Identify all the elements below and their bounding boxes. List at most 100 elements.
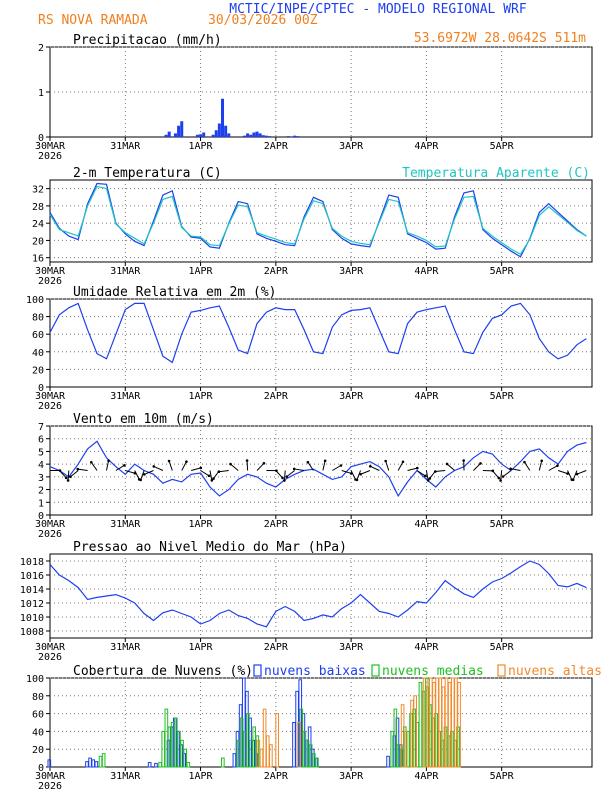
panel-frame (49, 553, 593, 639)
panel-rh: 30MAR 31MAR 1APR 2APR 3APR 4APR 5APR 2026 0 20 40 6… (26, 285, 593, 412)
wind-arrow (307, 461, 314, 471)
cloud-bar-1 (183, 748, 188, 768)
x-tick-label: 30MAR (35, 642, 66, 653)
y-tick-label: 1 (38, 498, 44, 509)
cloud-bar-2 (297, 722, 301, 768)
y-tick-label: 1018 (20, 557, 44, 568)
precip-bar (268, 136, 272, 137)
wind-arrow (385, 460, 390, 471)
x-tick-label: 5APR (490, 391, 515, 402)
cloud-bar-1 (101, 753, 106, 768)
cloud-bar-2 (444, 677, 449, 768)
cloud-bar-2 (435, 677, 439, 768)
wind-arrow (209, 470, 213, 481)
wind-arrow-head (523, 460, 526, 464)
wind-arrow-head (107, 459, 110, 463)
legend-swatch-1 (371, 664, 380, 677)
y-tick-label: 1012 (20, 599, 44, 610)
panel-cloud: 30MAR 31MAR 1APR 2APR 3APR 4APR 5APR 2026 0 20 40 6… (26, 664, 602, 792)
precip-bar (211, 134, 215, 137)
x-tick-label: 5APR (490, 642, 515, 653)
wind-arrow (407, 467, 418, 471)
wind-arrow (115, 464, 125, 471)
y-tick-label: 16 (32, 254, 44, 265)
wind-arrow (294, 468, 305, 471)
cloud-bar-1 (221, 757, 225, 768)
y-tick-label: 1 (38, 88, 44, 99)
station-name: RS NOVA RAMADA (38, 13, 148, 28)
wind-arrow (256, 462, 265, 471)
wind-arrow-head (143, 473, 146, 476)
cloud-bar-1 (302, 730, 307, 768)
y-tick-label: 20 (32, 365, 44, 376)
x-tick-label: 4APR (414, 141, 439, 152)
cloud-bar-1 (396, 744, 401, 768)
y-tick-label: 2 (38, 43, 44, 54)
wind-arrow (134, 470, 140, 480)
x-tick-label: 1APR (189, 141, 214, 152)
wind-arrow-head (426, 479, 430, 482)
wind-arrow-head (212, 477, 215, 480)
x-tick-label: 30MAR (35, 391, 66, 402)
cloud-bar-2 (425, 686, 430, 768)
cloud-bar-2 (275, 713, 279, 768)
wind-arrow (491, 470, 500, 479)
wind-arrow-head (90, 461, 93, 464)
wind-arrow-head (262, 462, 266, 465)
precip-bar (227, 133, 231, 137)
cloud-bar-2 (438, 677, 443, 768)
wind-arrow-head (479, 462, 482, 465)
x-tick-label: 30MAR (35, 141, 66, 152)
wind-arrow-head (167, 459, 171, 463)
wind-arrow (341, 470, 352, 474)
cloud-bar-0 (295, 690, 299, 768)
cloud-bar-2 (450, 677, 455, 768)
wind-arrow (67, 470, 70, 481)
wind-arrow-head (245, 459, 249, 462)
wind-arrow (397, 461, 404, 471)
cloud-bar-1 (308, 744, 313, 768)
precip-bar (255, 131, 259, 137)
y-tick-label: 3 (38, 473, 44, 484)
wind-arrow (218, 470, 229, 473)
panel-wind: 30MAR 31MAR 1APR 2APR 3APR 4APR 5APR 2026 0 12 3 4 5… (35, 412, 593, 540)
precip-bar (296, 136, 300, 137)
wind-arrow-head (359, 472, 362, 476)
cloud-bar-0 (154, 762, 158, 768)
legend-swatch-0 (253, 664, 262, 677)
cloud-bar-2 (410, 699, 414, 768)
wind-arrow-head (64, 476, 68, 480)
cloud-bar-2 (265, 735, 270, 768)
x-tick-label: 2APR (264, 141, 289, 152)
wind-arrow (246, 460, 249, 471)
wind-arrow-head (509, 467, 512, 471)
cloud-bar-1 (418, 681, 423, 768)
x-tick-label: 4APR (414, 391, 439, 402)
panel-title: Precipitacao (mm/h) (73, 33, 222, 48)
cloud-bar-0 (147, 762, 152, 768)
legend-label-1: nuvens medias (382, 664, 484, 679)
wind-arrow (350, 470, 356, 480)
x-tick-label: 1APR (189, 519, 214, 530)
x-tick-label: 31MAR (110, 642, 141, 653)
cloud-bar-2 (262, 708, 267, 768)
cloud-bar-2 (429, 677, 433, 768)
x-tick-label: 2APR (264, 266, 289, 277)
precip-bar (242, 135, 246, 137)
x-tick-label: 3APR (339, 519, 364, 530)
wind-arrow-head (185, 460, 188, 463)
y-tick-label: 20 (32, 745, 44, 756)
precip-bar (180, 121, 184, 137)
wind-arrow-head (123, 464, 126, 467)
wind-arrow-head (428, 477, 432, 480)
x-tick-label: 31MAR (110, 771, 141, 782)
y-tick-label: 40 (32, 348, 44, 359)
y-tick-label: 20 (32, 236, 44, 247)
wind-arrow-head (571, 478, 575, 482)
precip-bar (252, 132, 256, 137)
cloud-bar-1 (161, 730, 166, 768)
y-tick-label: 28 (32, 202, 44, 213)
year-label: 2026 (38, 781, 62, 792)
y-tick-label: 1008 (20, 627, 44, 638)
cloud-bar-1 (158, 762, 162, 768)
